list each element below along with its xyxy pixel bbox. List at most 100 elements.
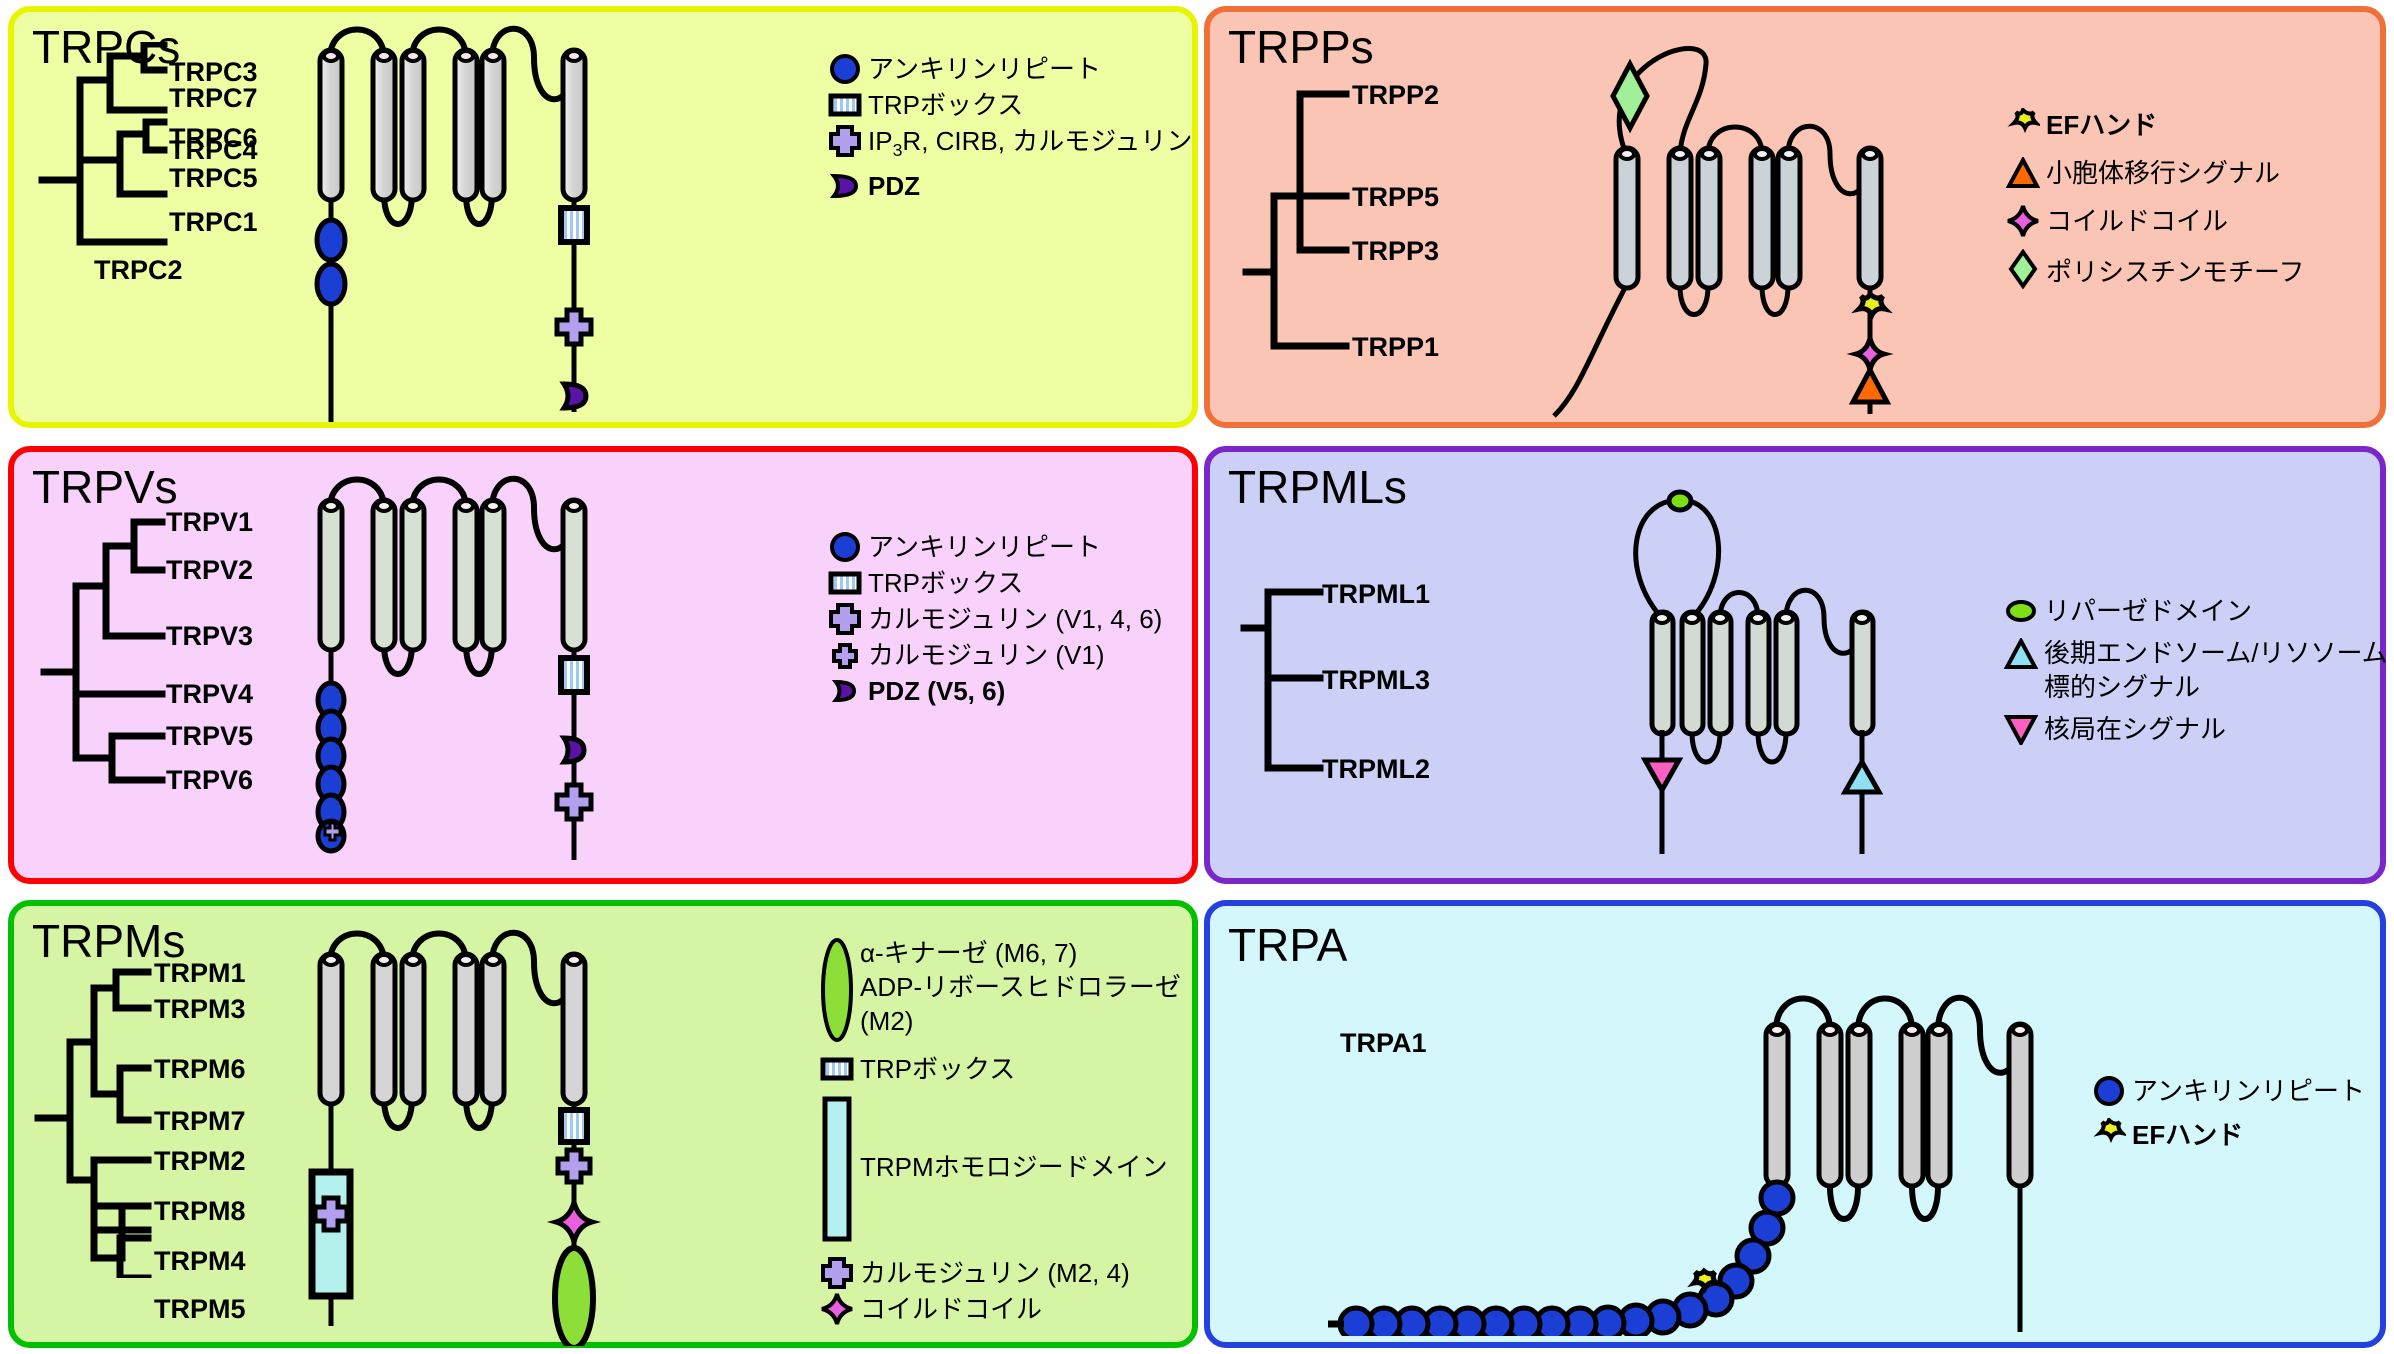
leaf-label-trpc2: TRPC2 bbox=[94, 255, 183, 285]
legend-item: アンキリンリピート bbox=[2086, 1074, 2365, 1108]
ef-hand-icon bbox=[2000, 108, 2046, 142]
ankyrin-repeat-circle-icon bbox=[822, 52, 868, 86]
leaf-label-trpc7: TRPC7 bbox=[169, 83, 258, 113]
trp-box-icon bbox=[814, 1052, 860, 1086]
alpha-kinase-domain-shape bbox=[552, 1245, 596, 1346]
legend-label: アンキリンリピート bbox=[868, 54, 1101, 84]
legend-item: TRPMホモロジードメイン bbox=[814, 1096, 1181, 1246]
leaf-label-trpp5: TRPP5 bbox=[1352, 182, 1440, 212]
coiled-coil-diamond-shape bbox=[546, 1201, 602, 1243]
legend-label-post: R, CIRB, カルモジュリン bbox=[902, 126, 1193, 156]
legend-label: TRPボックス bbox=[868, 90, 1024, 120]
lipase-domain-shape bbox=[1666, 489, 1694, 513]
ankyrin-repeat-shape bbox=[314, 217, 348, 263]
alpha-kinase-ellipse-icon bbox=[814, 930, 860, 1050]
lipase-domain-ellipse-icon bbox=[1998, 594, 2044, 628]
panel-trpps: TRPPs TRPP2 TRPP5 TRPP3 TRPP1 bbox=[1204, 6, 2386, 428]
ankyrin-repeat-shape bbox=[314, 261, 348, 307]
leaf-label-trpm8: TRPM8 bbox=[154, 1196, 246, 1226]
calmodulin-cross-icon bbox=[814, 1256, 860, 1290]
leaf-label-trpm7: TRPM7 bbox=[154, 1106, 246, 1136]
legend-label: 後期エンドソーム/リソソーム 標的シグナル bbox=[2044, 638, 2388, 702]
ef-hand-shape-trpa1 bbox=[1687, 1267, 1724, 1294]
phylogenetic-tree-trpcs bbox=[38, 42, 168, 246]
legend-item: ポリシスチンモチーフ bbox=[2000, 249, 2305, 292]
legend-item: PDZ bbox=[822, 169, 1192, 203]
legend-item: PDZ (V5, 6) bbox=[822, 674, 1162, 708]
legend-item: カルモジュリン (V1) bbox=[822, 638, 1162, 672]
leaf-label-trpc4: TRPC4 bbox=[169, 135, 258, 165]
pdz-icon bbox=[822, 674, 868, 708]
legend-trpps: EFハンド 小胞体移行シグナル コイルドコイル ポリシスチンモチーフ bbox=[2000, 108, 2304, 294]
polycystin-motif-shape bbox=[1610, 58, 1650, 134]
legend-label: TRPボックス bbox=[868, 568, 1024, 598]
legend-label: ポリシスチンモチーフ bbox=[2046, 257, 2305, 287]
legend-item: TRPボックス bbox=[822, 88, 1192, 122]
legend-item: コイルドコイル bbox=[814, 1292, 1181, 1326]
leaf-label-trpml2: TRPML2 bbox=[1322, 754, 1430, 784]
ef-hand-icon bbox=[2086, 1118, 2132, 1152]
calmodulin-cross-shape bbox=[312, 1195, 350, 1233]
panel-title-trpmls: TRPMLs bbox=[1228, 461, 1407, 513]
trp-box-shape bbox=[558, 205, 590, 245]
calmodulin-cross-shape bbox=[555, 1147, 593, 1185]
calmodulin-cross-shape bbox=[554, 307, 594, 347]
legend-label-sub: 3 bbox=[892, 140, 903, 161]
legend-label: コイルドコイル bbox=[860, 1294, 1043, 1324]
legend-label: カルモジュリン (V1, 4, 6) bbox=[868, 604, 1163, 634]
leaf-label-trpm2: TRPM2 bbox=[154, 1146, 246, 1176]
legend-label: TRPボックス bbox=[860, 1054, 1016, 1084]
legend-label: α-キナーゼ (M6, 7) ADP-リボースヒドロラーゼ (M2) bbox=[860, 938, 1181, 1036]
panel-trpa: TRPA TRPA1 bbox=[1204, 900, 2386, 1348]
leaf-label-trpml3: TRPML3 bbox=[1322, 665, 1430, 695]
panel-title-trpps: TRPPs bbox=[1228, 21, 1374, 73]
legend-trpvs: アンキリンリピート TRPボックス カルモジュリン (V1, 4, 6) カルモ… bbox=[822, 530, 1162, 710]
legend-label: TRPMホモロジードメイン bbox=[860, 1152, 1168, 1182]
coiled-coil-diamond-icon bbox=[2000, 204, 2046, 238]
legend-trpmls: リパーゼドメイン 後期エンドソーム/リソソーム 標的シグナル 核局在シグナル bbox=[1998, 594, 2388, 748]
legend-item: IP3R, CIRB, カルモジュリン bbox=[822, 124, 1192, 167]
coiled-coil-diamond-icon bbox=[814, 1292, 860, 1326]
legend-item: 小胞体移行シグナル bbox=[2000, 156, 2304, 190]
topology-diagram-trpmls bbox=[1633, 489, 1884, 854]
phylogenetic-tree-trpps bbox=[1242, 90, 1350, 350]
er-retention-signal-triangle-icon bbox=[2000, 156, 2046, 190]
legend-label: PDZ bbox=[868, 171, 920, 202]
topology-diagram-trpvs bbox=[315, 475, 594, 860]
calmodulin-cross-shape bbox=[554, 782, 594, 822]
late-endosome-lysosome-targeting-triangle-icon bbox=[1998, 636, 2044, 670]
leaf-label-trpv2: TRPV2 bbox=[166, 555, 254, 585]
calmodulin-small-cross-icon bbox=[822, 638, 868, 672]
leaf-label-trpml1: TRPML1 bbox=[1322, 579, 1430, 609]
ankyrin-repeat-chain bbox=[315, 680, 347, 854]
leaf-label-trpv4: TRPV4 bbox=[166, 679, 254, 709]
panel-trpmls: TRPMLs TRPML1 TRPML3 TRPML2 bbox=[1204, 446, 2388, 884]
legend-item: EFハンド bbox=[2000, 108, 2304, 142]
leaf-label-trpv3: TRPV3 bbox=[166, 621, 254, 651]
leaf-label-trpm5: TRPM5 bbox=[154, 1294, 246, 1324]
panel-title-trpa: TRPA bbox=[1228, 919, 1348, 971]
ankyrin-repeat-circle-icon bbox=[822, 530, 868, 564]
leaf-label-trpc5: TRPC5 bbox=[169, 163, 258, 193]
panel-trpms: TRPMs bbox=[8, 900, 1198, 1348]
legend-item: 核局在シグナル bbox=[1998, 712, 2388, 746]
legend-label: 核局在シグナル bbox=[2044, 714, 2227, 744]
panel-title-trpvs: TRPVs bbox=[32, 461, 178, 513]
legend-trpms: α-キナーゼ (M6, 7) ADP-リボースヒドロラーゼ (M2) TRPボッ… bbox=[814, 930, 1181, 1328]
legend-item: α-キナーゼ (M6, 7) ADP-リボースヒドロラーゼ (M2) bbox=[814, 930, 1181, 1050]
pdz-shape bbox=[559, 381, 589, 411]
legend-label: EFハンド bbox=[2132, 1120, 2244, 1150]
leaf-label-trpc6: TRPC6 bbox=[169, 123, 258, 153]
phylogenetic-tree-trpms-branches bbox=[90, 1202, 152, 1278]
legend-item: EFハンド bbox=[2086, 1118, 2365, 1152]
leaf-label-trpm3: TRPM3 bbox=[154, 994, 246, 1024]
legend-label: アンキリンリピート bbox=[868, 532, 1101, 562]
leaf-label-trpa1: TRPA1 bbox=[1340, 1028, 1427, 1058]
legend-item: TRPボックス bbox=[822, 566, 1162, 600]
trp-box-icon bbox=[822, 566, 868, 600]
legend-item: アンキリンリピート bbox=[822, 530, 1162, 564]
er-retention-signal-shape bbox=[1848, 364, 1892, 405]
calmodulin-cross-icon bbox=[822, 124, 868, 158]
trpm-homology-domain-shape bbox=[308, 1168, 354, 1300]
